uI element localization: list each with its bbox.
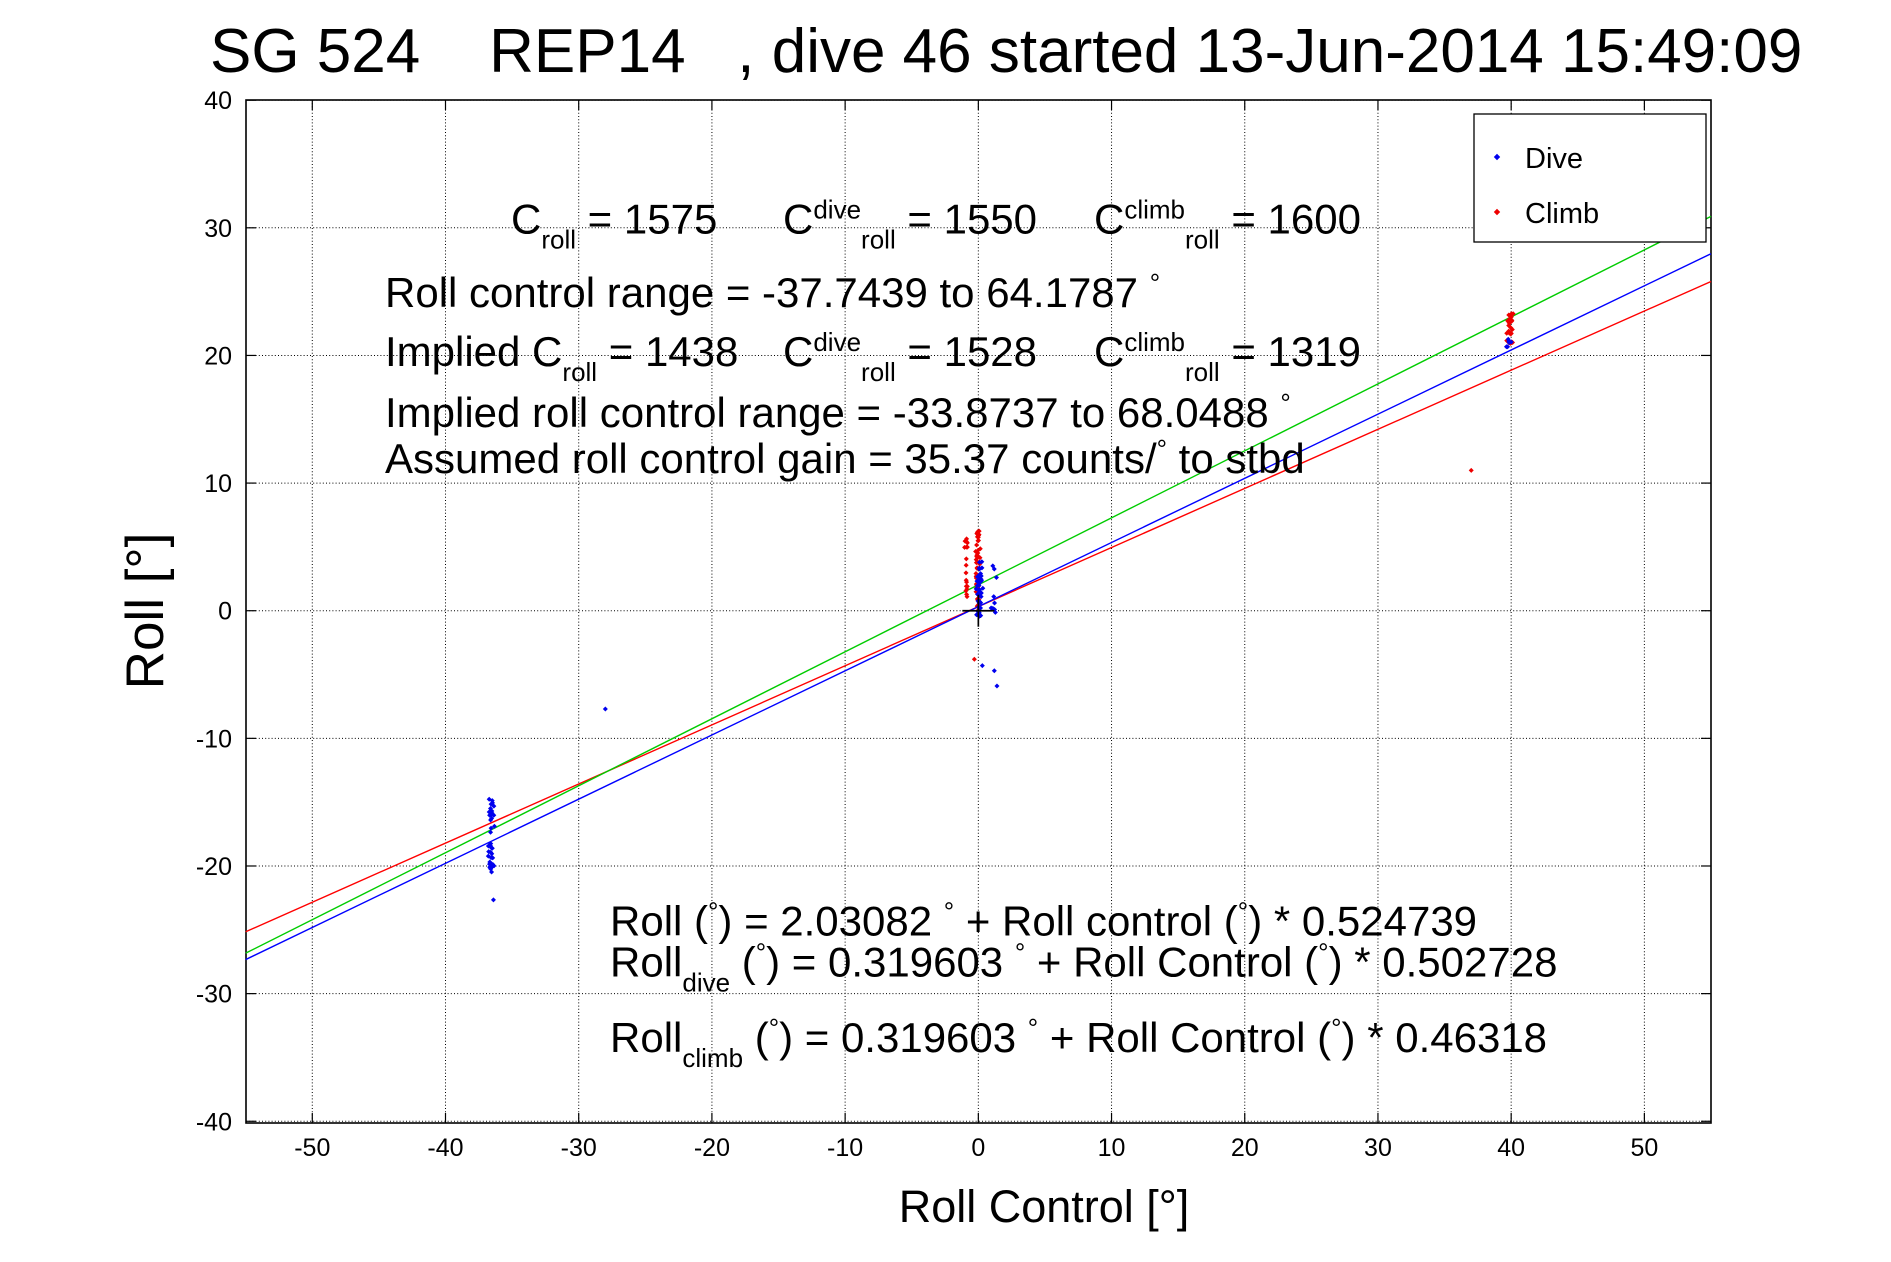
svg-text:Climb: Climb (1525, 198, 1599, 230)
svg-text:30: 30 (204, 215, 232, 243)
svg-text:40: 40 (204, 87, 232, 115)
svg-text:-40: -40 (427, 1134, 463, 1162)
svg-text:-10: -10 (196, 725, 232, 753)
svg-text:Roll control range = -37.7439: Roll control range = -37.7439 to 64.1787… (385, 268, 1160, 316)
svg-text:-40: -40 (196, 1108, 232, 1136)
svg-text:-20: -20 (694, 1134, 730, 1162)
svg-text:30: 30 (1364, 1134, 1392, 1162)
svg-text:-20: -20 (196, 853, 232, 881)
svg-text:SG 524 REP14 , dive 46 st: SG 524 REP14 , dive 46 started 13-Jun-20… (210, 17, 1802, 86)
svg-text:Roll Control [°]: Roll Control [°] (899, 1181, 1190, 1232)
svg-text:-30: -30 (196, 981, 232, 1009)
svg-text:20: 20 (1231, 1134, 1259, 1162)
svg-text:40: 40 (1497, 1134, 1525, 1162)
svg-text:Roll [°]: Roll [°] (116, 533, 175, 690)
svg-text:Assumed roll control gain = 35: Assumed roll control gain = 35.37 counts… (385, 434, 1305, 482)
svg-text:0: 0 (971, 1134, 985, 1162)
svg-text:-50: -50 (294, 1134, 330, 1162)
svg-text:50: 50 (1630, 1134, 1658, 1162)
svg-text:20: 20 (204, 342, 232, 370)
svg-text:10: 10 (204, 470, 232, 498)
svg-text:0: 0 (218, 598, 232, 626)
svg-text:Implied roll control range = -: Implied roll control range = -33.8737 to… (385, 388, 1291, 436)
svg-text:-10: -10 (827, 1134, 863, 1162)
svg-text:10: 10 (1098, 1134, 1126, 1162)
svg-text:Dive: Dive (1525, 143, 1583, 175)
svg-text:-30: -30 (561, 1134, 597, 1162)
